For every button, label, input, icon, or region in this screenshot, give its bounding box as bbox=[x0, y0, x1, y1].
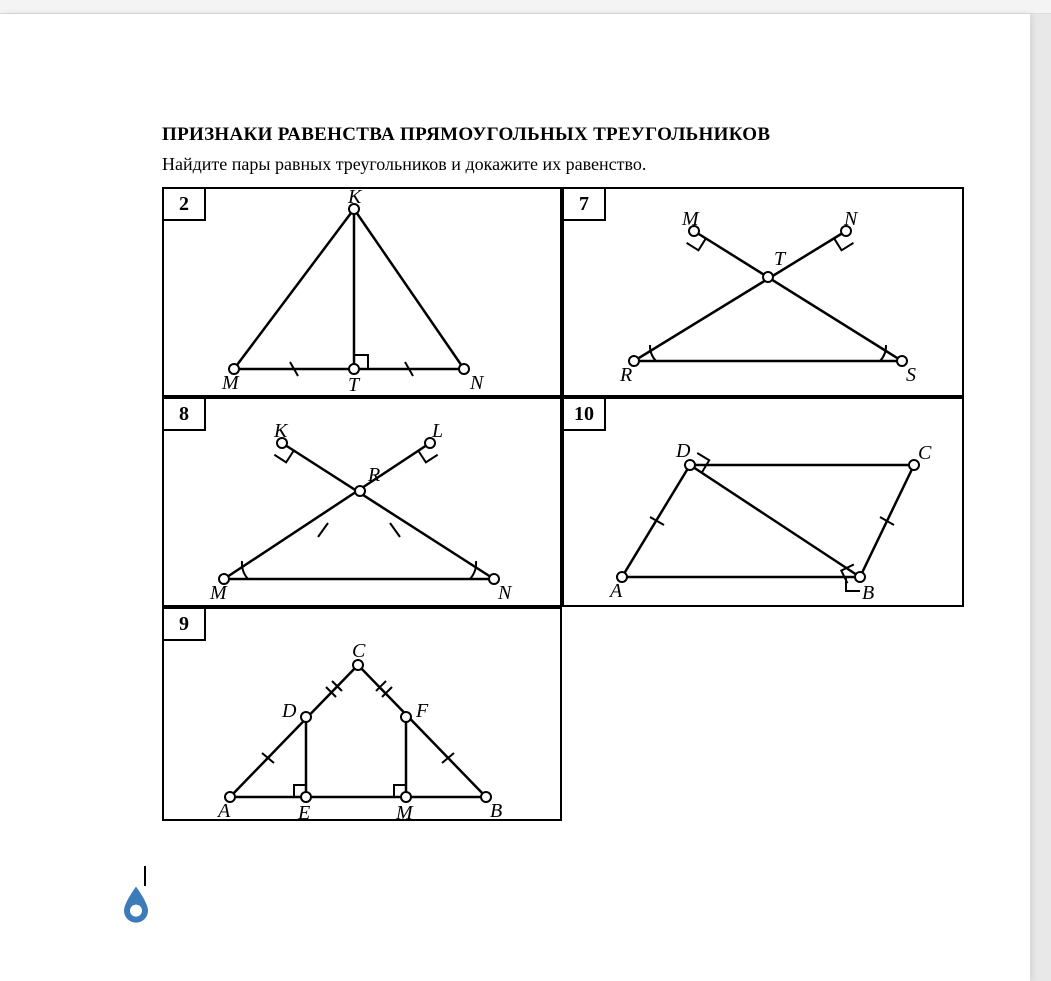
label-C: C bbox=[918, 442, 932, 464]
label-F: F bbox=[415, 700, 429, 722]
label-R: R bbox=[619, 364, 632, 386]
problem-number: 2 bbox=[162, 187, 206, 221]
label-S: S bbox=[906, 364, 916, 386]
page-subtitle: Найдите пары равных треугольников и дока… bbox=[162, 154, 960, 175]
label-M: M bbox=[209, 582, 228, 604]
label-M: M bbox=[681, 208, 700, 230]
problem-number: 7 bbox=[562, 187, 606, 221]
label-N: N bbox=[469, 372, 485, 394]
label-M: M bbox=[221, 372, 240, 394]
label-N: N bbox=[843, 208, 859, 230]
problem-cell-2: 2 M T N K bbox=[162, 187, 562, 397]
figure-7: R S M N T bbox=[564, 189, 966, 397]
problem-cell-10: 10 A B C D bbox=[562, 397, 964, 607]
label-K: K bbox=[273, 420, 289, 442]
page-title: ПРИЗНАКИ РАВЕНСТВА ПРЯМОУГОЛЬНЫХ ТРЕУГОЛ… bbox=[162, 124, 960, 146]
problem-cell-8: 8 M N K L R bbox=[162, 397, 562, 607]
label-L: L bbox=[431, 420, 443, 442]
label-E: E bbox=[297, 802, 310, 821]
label-D: D bbox=[281, 700, 297, 722]
label-A: A bbox=[608, 580, 623, 602]
figure-9: A B E M D F C bbox=[164, 609, 564, 821]
label-T: T bbox=[348, 374, 361, 396]
label-A: A bbox=[216, 800, 231, 821]
problems-grid: 2 M T N K 7 R S M N T 8 M N K L R 10 bbox=[162, 187, 960, 821]
problem-cell-9: 9 A B E M D F C bbox=[162, 607, 562, 821]
figure-2: M T N K bbox=[164, 189, 564, 397]
label-D: D bbox=[675, 440, 691, 462]
text-cursor bbox=[144, 866, 146, 886]
page-content: ПРИЗНАКИ РАВЕНСТВА ПРЯМОУГОЛЬНЫХ ТРЕУГОЛ… bbox=[0, 14, 1030, 821]
label-K: K bbox=[347, 189, 363, 208]
problem-number: 9 bbox=[162, 607, 206, 641]
label-T: T bbox=[774, 248, 787, 270]
label-M: M bbox=[395, 802, 414, 821]
problem-number: 8 bbox=[162, 397, 206, 431]
figure-8: M N K L R bbox=[164, 399, 564, 607]
figure-10: A B C D bbox=[564, 399, 966, 607]
label-B: B bbox=[490, 800, 502, 821]
problem-cell-7: 7 R S M N T bbox=[562, 187, 964, 397]
label-N: N bbox=[497, 582, 513, 604]
label-C: C bbox=[352, 640, 366, 662]
water-drop-icon[interactable] bbox=[118, 884, 154, 924]
document-page: ПРИЗНАКИ РАВЕНСТВА ПРЯМОУГОЛЬНЫХ ТРЕУГОЛ… bbox=[0, 14, 1030, 981]
problem-number: 10 bbox=[562, 397, 606, 431]
label-B: B bbox=[862, 582, 874, 604]
label-R: R bbox=[367, 464, 380, 486]
viewer-toolbar bbox=[0, 0, 1051, 14]
